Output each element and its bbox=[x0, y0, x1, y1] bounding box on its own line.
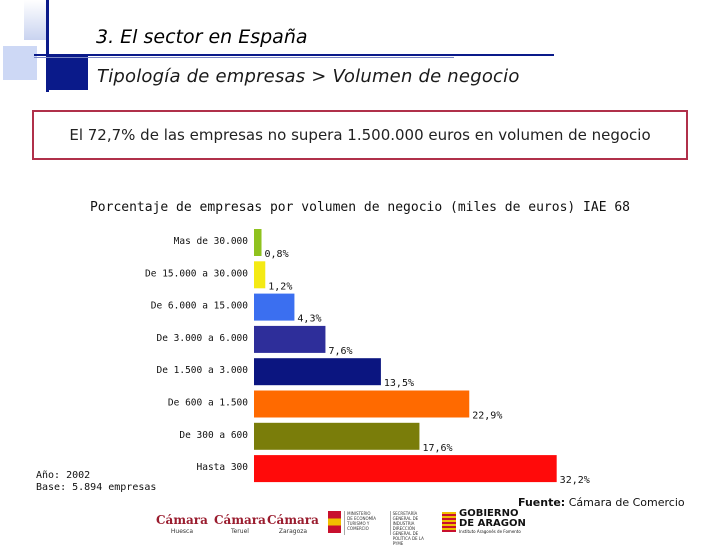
category-label-4: De 1.500 a 3.000 bbox=[156, 365, 248, 376]
ministerio-text: MINISTERIO DE ECONOMÍA TURISMO Y COMERCI… bbox=[344, 511, 386, 535]
page-subtitle: Tipología de empresas > Volumen de negoc… bbox=[97, 66, 520, 87]
category-label-5: De 600 a 1.500 bbox=[168, 398, 248, 409]
bar-7 bbox=[254, 455, 557, 483]
category-label-3: De 3.000 a 6.000 bbox=[156, 333, 248, 344]
bar-5 bbox=[254, 390, 470, 418]
source-label: Fuente: bbox=[518, 496, 566, 509]
bar-2 bbox=[254, 293, 295, 321]
category-label-0: Mas de 30.000 bbox=[174, 236, 249, 247]
chart-footnote: Año: 2002 Base: 5.894 empresas bbox=[36, 470, 156, 494]
bar-3 bbox=[254, 325, 326, 353]
secretaria-text: SECRETARÍA GENERAL DE INDUSTRIA DIRECCIÓ… bbox=[389, 511, 432, 546]
section-title: 3. El sector en España bbox=[96, 26, 308, 48]
value-label-5: 22,9% bbox=[472, 411, 502, 422]
gobierno-aragon-logo: GOBIERNO DE ARAGON Instituto Aragonés de… bbox=[442, 509, 526, 535]
camara-city-teruel: Teruel bbox=[230, 528, 249, 535]
value-label-6: 17,6% bbox=[422, 443, 452, 454]
camara-teruel-logo: Cámara Teruel bbox=[214, 514, 266, 538]
highlight-box: El 72,7% de las empresas no supera 1.500… bbox=[32, 110, 688, 160]
header-divider bbox=[34, 54, 554, 56]
aragon-text: GOBIERNO DE ARAGON Instituto Aragonés de… bbox=[459, 508, 526, 535]
header-decoration-vertical-line bbox=[46, 0, 49, 92]
camara-logo-text: Cámara bbox=[267, 513, 319, 527]
category-label-1: De 15.000 a 30.000 bbox=[145, 268, 248, 279]
highlight-text: El 72,7% de las empresas no supera 1.500… bbox=[69, 126, 651, 144]
category-label-6: De 300 a 600 bbox=[179, 430, 248, 441]
header-decoration-top bbox=[24, 0, 46, 40]
camara-zaragoza-logo: Cámara Zaragoza bbox=[267, 514, 319, 538]
value-label-2: 4,3% bbox=[297, 314, 321, 325]
bar-0 bbox=[254, 229, 262, 256]
bar-4 bbox=[254, 358, 381, 386]
aragon-flag-icon bbox=[442, 512, 456, 532]
value-label-1: 1,2% bbox=[268, 281, 292, 292]
camara-logo-text: Cámara bbox=[214, 513, 266, 527]
bar-6 bbox=[254, 422, 420, 450]
value-label-7: 32,2% bbox=[560, 475, 590, 486]
category-label-7: Hasta 300 bbox=[197, 462, 249, 473]
footnote-base: Base: 5.894 empresas bbox=[36, 482, 157, 493]
value-label-3: 7,6% bbox=[328, 346, 352, 357]
category-label-2: De 6.000 a 15.000 bbox=[151, 301, 249, 312]
footnote-year: Año: 2002 bbox=[36, 470, 91, 481]
spain-crest-icon bbox=[328, 511, 342, 533]
camara-huesca-logo: Cámara Huesca bbox=[156, 514, 208, 538]
source-note: Fuente: Cámara de Comercio bbox=[518, 496, 685, 509]
chart-title: Porcentaje de empresas por volumen de ne… bbox=[89, 200, 631, 215]
value-label-0: 0,8% bbox=[265, 249, 289, 260]
camara-city-huesca: Huesca bbox=[170, 528, 193, 535]
header-decoration-square-light bbox=[3, 46, 37, 80]
camara-logo-text: Cámara bbox=[156, 513, 208, 527]
ministerio-logo: MINISTERIO DE ECONOMÍA TURISMO Y COMERCI… bbox=[328, 511, 432, 546]
header-decoration-square-dark bbox=[48, 54, 88, 90]
bar-1 bbox=[254, 261, 266, 289]
camara-city-zaragoza: Zaragoza bbox=[278, 528, 308, 535]
value-label-4: 13,5% bbox=[384, 378, 414, 389]
header-divider-thin bbox=[34, 57, 454, 58]
source-value: Cámara de Comercio bbox=[568, 496, 685, 509]
